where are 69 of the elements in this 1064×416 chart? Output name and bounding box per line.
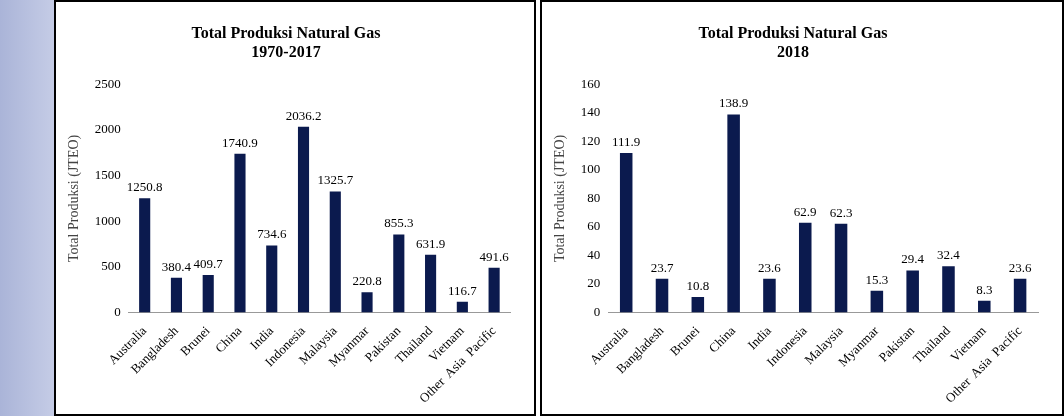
bar xyxy=(906,270,919,313)
y-tick-label: 1000 xyxy=(94,212,121,228)
bar xyxy=(488,267,500,313)
bar xyxy=(942,266,955,313)
data-label: 23.6 xyxy=(758,259,782,275)
data-label: 62.9 xyxy=(793,203,817,219)
data-label: 15.3 xyxy=(865,271,889,287)
y-tick-label: 500 xyxy=(101,258,121,274)
bar xyxy=(393,234,405,313)
y-axis-title: Total Produksi (JTEO) xyxy=(66,134,83,263)
chart-subtitle: 1970-2017 xyxy=(251,42,321,60)
data-label: 138.9 xyxy=(719,95,749,111)
data-label: 734.6 xyxy=(257,226,287,242)
y-tick-label: 80 xyxy=(587,189,601,205)
data-label: 491.6 xyxy=(479,248,510,264)
bar xyxy=(798,222,812,313)
bar xyxy=(234,153,246,313)
y-tick-label: 140 xyxy=(580,104,601,120)
bar xyxy=(297,126,310,313)
data-label: 2036.2 xyxy=(285,107,322,123)
y-tick-label: 2500 xyxy=(94,75,121,91)
bar xyxy=(727,114,740,313)
data-label: 220.8 xyxy=(352,273,382,289)
data-label: 380.4 xyxy=(161,258,192,274)
y-tick-label: 1500 xyxy=(94,167,121,183)
data-label: 8.3 xyxy=(976,281,993,297)
data-label: 23.7 xyxy=(650,259,674,275)
data-label: 409.7 xyxy=(193,256,224,272)
data-label: 1740.9 xyxy=(222,134,258,150)
data-label: 29.4 xyxy=(901,251,925,267)
bar xyxy=(139,198,151,313)
bar xyxy=(763,278,776,313)
y-tick-label: 20 xyxy=(587,275,601,291)
bar xyxy=(170,277,183,313)
y-tick-label: 60 xyxy=(587,218,601,234)
data-label: 111.9 xyxy=(612,133,641,149)
bar xyxy=(691,297,705,313)
data-label: 23.6 xyxy=(1008,259,1032,275)
chart-subtitle: 2018 xyxy=(777,42,809,60)
bar xyxy=(361,292,373,313)
bar xyxy=(655,278,669,313)
data-label: 10.8 xyxy=(686,278,710,293)
data-label: 32.4 xyxy=(937,247,961,263)
bar xyxy=(619,152,633,313)
y-tick-label: 2000 xyxy=(94,121,121,137)
bar xyxy=(456,301,468,313)
bar xyxy=(266,245,278,313)
y-tick-label: 0 xyxy=(114,303,121,319)
y-tick-label: 0 xyxy=(593,303,601,319)
data-label: 1250.8 xyxy=(126,179,163,195)
data-label: 631.9 xyxy=(415,235,446,251)
bar xyxy=(870,290,884,313)
data-label: 62.3 xyxy=(829,204,853,220)
bar xyxy=(1013,278,1027,313)
y-tick-label: 100 xyxy=(580,161,601,177)
bar xyxy=(978,300,991,313)
chart-title: Total Produksi Natural Gas xyxy=(698,23,888,41)
data-label: 855.3 xyxy=(384,215,414,231)
data-label: 116.7 xyxy=(447,282,478,298)
data-label: 1325.7 xyxy=(317,172,354,188)
y-tick-label: 120 xyxy=(580,132,601,148)
y-axis-title: Total Produksi (JTEO) xyxy=(552,134,569,263)
y-tick-label: 160 xyxy=(580,75,601,91)
bar xyxy=(202,275,214,313)
bar xyxy=(425,254,437,313)
bar xyxy=(834,223,848,313)
bar xyxy=(329,191,341,313)
chart-title: Total Produksi Natural Gas xyxy=(191,23,381,41)
y-tick-label: 40 xyxy=(587,246,601,262)
